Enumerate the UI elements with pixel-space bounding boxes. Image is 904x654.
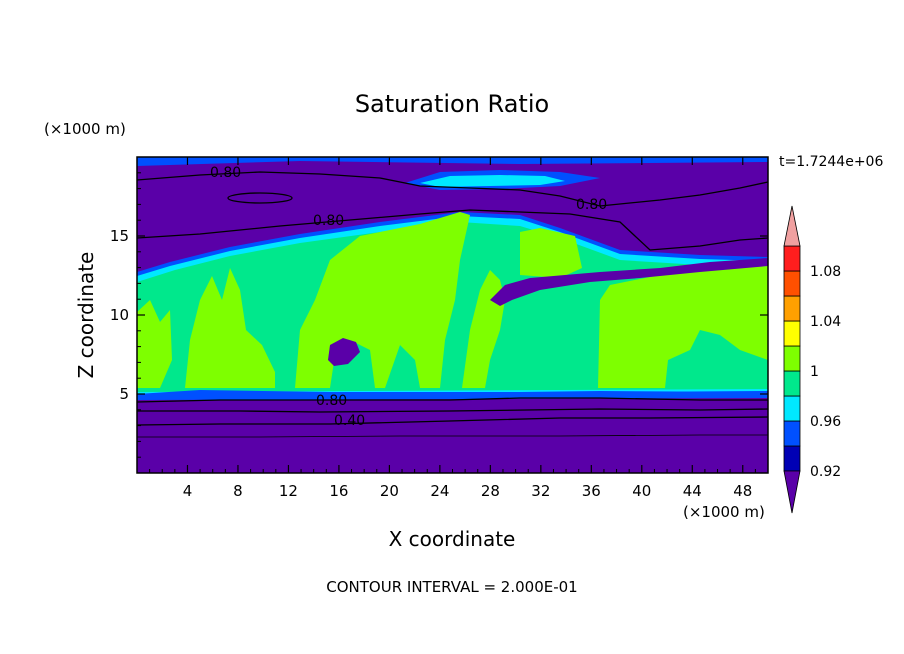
x-tick-label: 24 — [430, 482, 449, 500]
y-tick-label: 5 — [119, 385, 129, 403]
colorbar-band — [783, 270, 801, 297]
contour-line-040 — [137, 416, 768, 426]
x-tick-label: 12 — [279, 482, 298, 500]
y-tick-label: 15 — [110, 227, 129, 245]
x-tick-label: 40 — [632, 482, 651, 500]
contour-lines — [137, 171, 768, 438]
colorbar-band — [783, 420, 801, 447]
field-dark-band — [490, 258, 768, 306]
x-tick-label: 36 — [582, 482, 601, 500]
field-lime-e — [598, 266, 768, 388]
time-label: t=1.7244e+06 — [779, 154, 883, 170]
colorbar-band — [783, 445, 801, 472]
contour-label: 0.80 — [210, 165, 241, 181]
x-tick-label: 32 — [531, 482, 550, 500]
field-upper-patch-inner — [420, 175, 565, 187]
colorbar-max-extension — [783, 205, 801, 247]
colorbar-band — [783, 245, 801, 272]
x-tick-label: 44 — [683, 482, 702, 500]
contour-line-upper-080 — [137, 171, 768, 207]
y-unit-label: (×1000 m) — [44, 120, 126, 138]
colorbar-tick-label: 0.96 — [810, 414, 841, 430]
x-tick-label: 20 — [380, 482, 399, 500]
colorbar-tick-label: 1.04 — [810, 314, 841, 330]
contour-line-lowest — [137, 434, 768, 438]
contour-labels: 0.80 0.80 0.80 0.80 0.40 — [210, 165, 607, 429]
x-tick-label: 48 — [733, 482, 752, 500]
contour-line-lower-second — [137, 408, 768, 413]
field-low-purple — [137, 398, 768, 473]
y-tick-label: 10 — [110, 306, 129, 324]
colorbar-band — [783, 370, 801, 397]
colorbar-band — [783, 320, 801, 347]
chart-title: Saturation Ratio — [355, 90, 549, 118]
contour-interval-note: CONTOUR INTERVAL = 2.000E-01 — [326, 578, 577, 596]
x-tick-label: 28 — [481, 482, 500, 500]
contour-line-lower-080 — [137, 397, 768, 403]
x-tick-label: 4 — [183, 482, 193, 500]
x-tick-label: 16 — [329, 482, 348, 500]
contour-label: 0.40 — [334, 413, 365, 429]
contour-line-cloudtop-080 — [137, 209, 768, 251]
field-lime-d — [520, 228, 582, 278]
contour-field — [137, 157, 768, 473]
colorbar-band — [783, 345, 801, 372]
contour-line-closed — [227, 192, 293, 204]
y-axis: 5 10 15 — [110, 172, 768, 458]
field-dark-blob — [328, 338, 360, 366]
field-lime-a — [185, 268, 275, 388]
colorbar-band — [783, 395, 801, 422]
field-lime-left — [137, 300, 172, 388]
colorbar-tick-label: 1 — [810, 364, 819, 380]
x-unit-label: (×1000 m) — [683, 503, 765, 521]
colorbar-band — [783, 295, 801, 322]
field-top-strip — [137, 157, 768, 166]
x-axis-title: X coordinate — [389, 527, 516, 551]
x-axis: 4 8 12 16 20 24 28 32 36 40 44 48 — [149, 157, 756, 500]
contour-label: 0.80 — [576, 197, 607, 213]
contour-label: 0.80 — [313, 213, 344, 229]
colorbar-tick-label: 0.92 — [810, 464, 841, 480]
y-axis-title: Z coordinate — [74, 252, 98, 379]
colorbar: 0.92 0.96 1 1.04 1.08 — [783, 205, 841, 514]
colorbar-tick-label: 1.08 — [810, 264, 841, 280]
contour-label: 0.80 — [316, 393, 347, 409]
colorbar-min-extension — [783, 470, 801, 514]
x-tick-label: 8 — [233, 482, 243, 500]
